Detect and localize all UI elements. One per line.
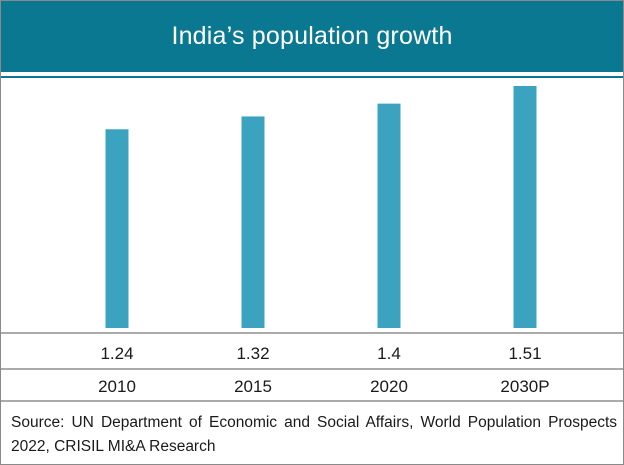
category-label-row: 2010 2015 2020 2030P bbox=[98, 377, 550, 396]
chart-title: India’s population growth bbox=[171, 22, 453, 50]
chart-plot: 1.24 1.32 1.4 1.51 2010 2015 2020 2030P bbox=[1, 86, 623, 402]
value-label-2020: 1.4 bbox=[377, 344, 401, 363]
bar-2020 bbox=[377, 103, 401, 328]
bar-group bbox=[105, 86, 537, 328]
chart-header: India’s population growth bbox=[1, 1, 623, 72]
value-label-2010: 1.24 bbox=[100, 344, 133, 363]
category-label-2010: 2010 bbox=[98, 377, 136, 396]
source-note: Source: UN Department of Economic and So… bbox=[11, 414, 617, 455]
category-label-2030P: 2030P bbox=[500, 377, 549, 396]
bar-2015 bbox=[241, 116, 265, 328]
category-label-2015: 2015 bbox=[234, 377, 272, 396]
value-label-2015: 1.32 bbox=[236, 344, 269, 363]
header-divider bbox=[1, 76, 623, 78]
bar-2030P bbox=[513, 86, 537, 328]
value-label-row: 1.24 1.32 1.4 1.51 bbox=[100, 344, 541, 363]
value-label-2030P: 1.51 bbox=[508, 344, 541, 363]
bar-2010 bbox=[105, 129, 129, 328]
category-label-2020: 2020 bbox=[370, 377, 408, 396]
